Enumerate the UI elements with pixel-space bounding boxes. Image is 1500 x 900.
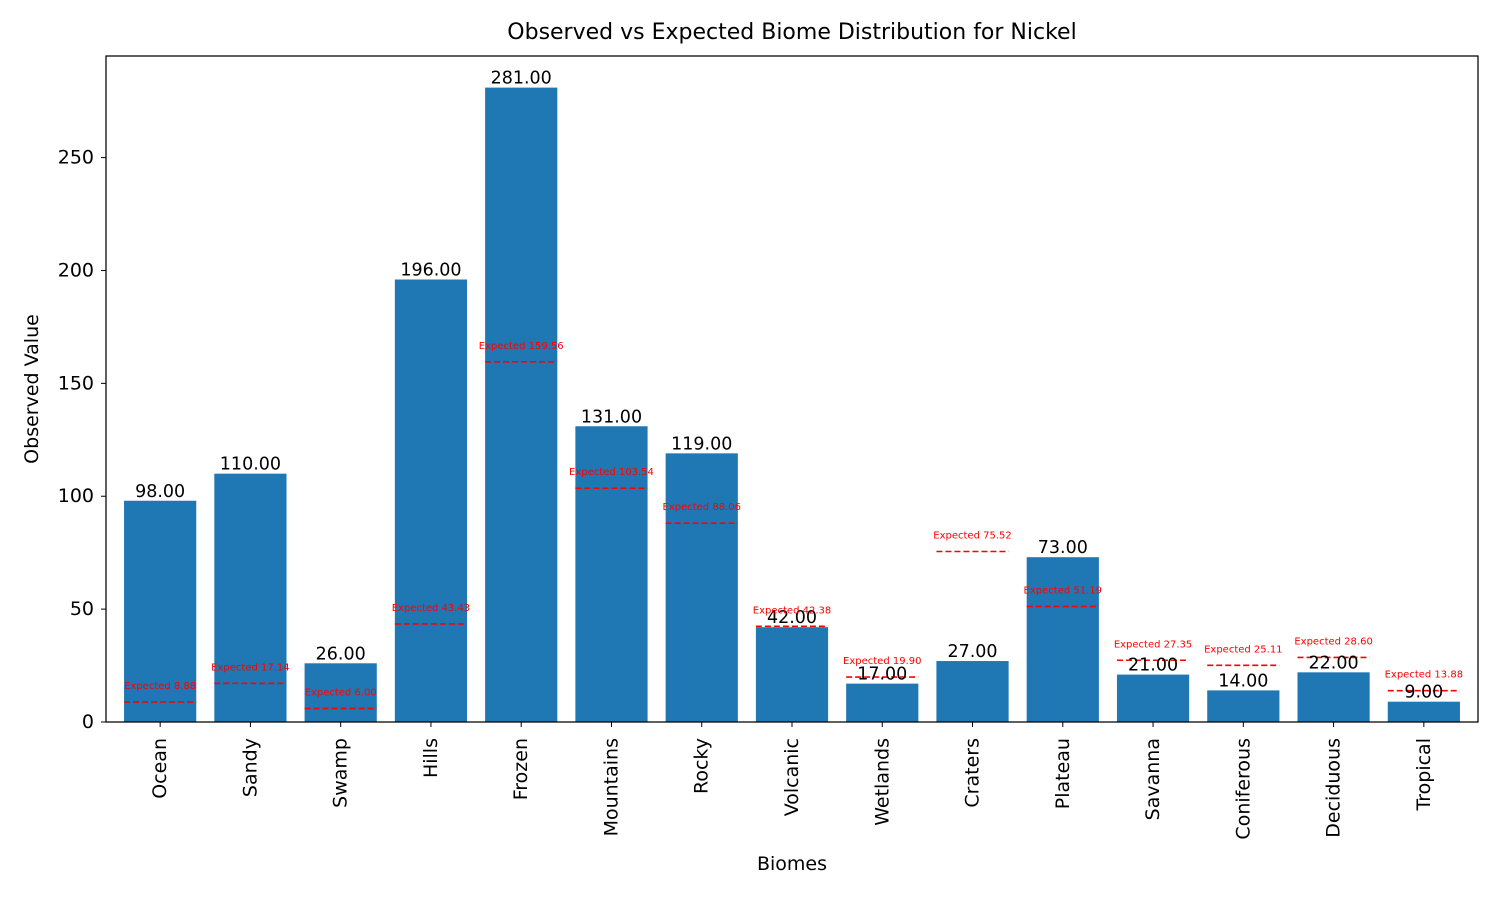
bar-volcanic	[755, 627, 829, 722]
expected-label-craters: Expected 75.52	[933, 531, 1011, 542]
bar-value-label-coniferous: 14.00	[1218, 671, 1268, 691]
bar-value-label-swamp: 26.00	[316, 644, 366, 664]
bar-ocean	[124, 500, 197, 722]
x-axis-label: Biomes	[756, 853, 828, 875]
bar-plateau	[1026, 557, 1099, 722]
x-tick-label-hills: Hills	[420, 738, 442, 778]
expected-label-savanna: Expected 27.35	[1114, 639, 1192, 650]
bar-value-label-sandy: 110.00	[220, 455, 281, 475]
bar-value-label-craters: 27.00	[947, 642, 997, 662]
value-labels-layer: 98.00 Expected 8.88 110.00 Expected 17.14 26…	[124, 69, 1463, 703]
bar-savanna	[1116, 674, 1190, 722]
expected-label-sandy: Expected 17.14	[211, 662, 289, 673]
bar-hills	[394, 279, 468, 722]
bar-mountains	[575, 426, 648, 722]
y-tick-label: 0	[82, 711, 94, 733]
expected-label-tropical: Expected 13.88	[1385, 670, 1463, 681]
x-tick-label-rocky: Rocky	[691, 738, 713, 794]
x-tick-label-plateau: Plateau	[1052, 738, 1074, 809]
expected-label-wetlands: Expected 19.90	[843, 656, 921, 667]
x-tick-label-sandy: Sandy	[239, 738, 261, 797]
bar-swamp	[304, 663, 377, 722]
x-tick-label-swamp: Swamp	[330, 738, 352, 808]
y-tick-label: 150	[58, 372, 94, 394]
chart-title: Observed vs Expected Biome Distribution …	[507, 20, 1077, 45]
expected-label-ocean: Expected 8.88	[124, 681, 196, 692]
bar-value-label-savanna: 21.00	[1128, 656, 1178, 676]
bar-value-label-volcanic: 42.00	[767, 608, 817, 628]
x-tick-label-wetlands: Wetlands	[871, 738, 893, 826]
x-tick-label-volcanic: Volcanic	[781, 738, 803, 816]
y-axis: 0 50 100 150 200 250	[58, 147, 106, 733]
bar-value-label-plateau: 73.00	[1038, 538, 1088, 558]
expected-label-frozen: Expected 159.56	[479, 341, 564, 352]
x-tick-label-coniferous: Coniferous	[1232, 738, 1254, 840]
expected-label-volcanic: Expected 42.38	[753, 605, 831, 616]
bar-value-label-rocky: 119.00	[671, 434, 732, 454]
bar-value-label-hills: 196.00	[400, 261, 461, 281]
expected-label-plateau: Expected 51.19	[1024, 585, 1102, 596]
x-tick-label-frozen: Frozen	[510, 738, 532, 800]
bar-tropical	[1387, 701, 1460, 722]
bar-deciduous	[1297, 672, 1370, 722]
y-tick-label: 100	[58, 485, 94, 507]
y-tick-label: 200	[58, 259, 94, 281]
bar-value-label-mountains: 131.00	[581, 407, 642, 427]
bar-value-label-deciduous: 22.00	[1309, 653, 1359, 673]
x-tick-label-mountains: Mountains	[600, 738, 622, 836]
x-tick-label-tropical: Tropical	[1413, 738, 1435, 812]
bar-rocky	[665, 453, 738, 722]
expected-lines-layer	[124, 360, 1460, 710]
x-axis: Ocean Sandy Swamp Hills Frozen Mountains Rocky…	[149, 722, 1435, 840]
expected-label-rocky: Expected 88.06	[663, 502, 741, 513]
x-tick-label-savanna: Savanna	[1142, 738, 1164, 820]
expected-label-mountains: Expected 103.54	[569, 467, 654, 478]
y-tick-label: 50	[70, 598, 94, 620]
expected-label-coniferous: Expected 25.11	[1204, 644, 1282, 655]
y-tick-label: 250	[58, 147, 94, 169]
x-tick-label-ocean: Ocean	[149, 738, 171, 799]
x-tick-label-deciduous: Deciduous	[1323, 738, 1345, 838]
y-axis-label: Observed Value	[21, 314, 43, 464]
expected-label-swamp: Expected 6.00	[305, 687, 377, 698]
bars-layer	[124, 87, 1460, 722]
bar-sandy	[214, 473, 287, 722]
bar-coniferous	[1207, 690, 1280, 722]
expected-label-deciduous: Expected 28.60	[1294, 636, 1372, 647]
bar-value-label-wetlands: 17.00	[857, 665, 907, 685]
expected-label-hills: Expected 43.43	[392, 603, 470, 614]
bar-craters	[936, 661, 1009, 722]
bar-frozen	[485, 87, 558, 722]
bar-value-label-tropical: 9.00	[1404, 683, 1443, 703]
x-tick-label-craters: Craters	[962, 738, 984, 808]
bar-value-label-frozen: 281.00	[491, 69, 552, 89]
bar-value-label-ocean: 98.00	[135, 482, 185, 502]
bar-wetlands	[846, 683, 919, 722]
